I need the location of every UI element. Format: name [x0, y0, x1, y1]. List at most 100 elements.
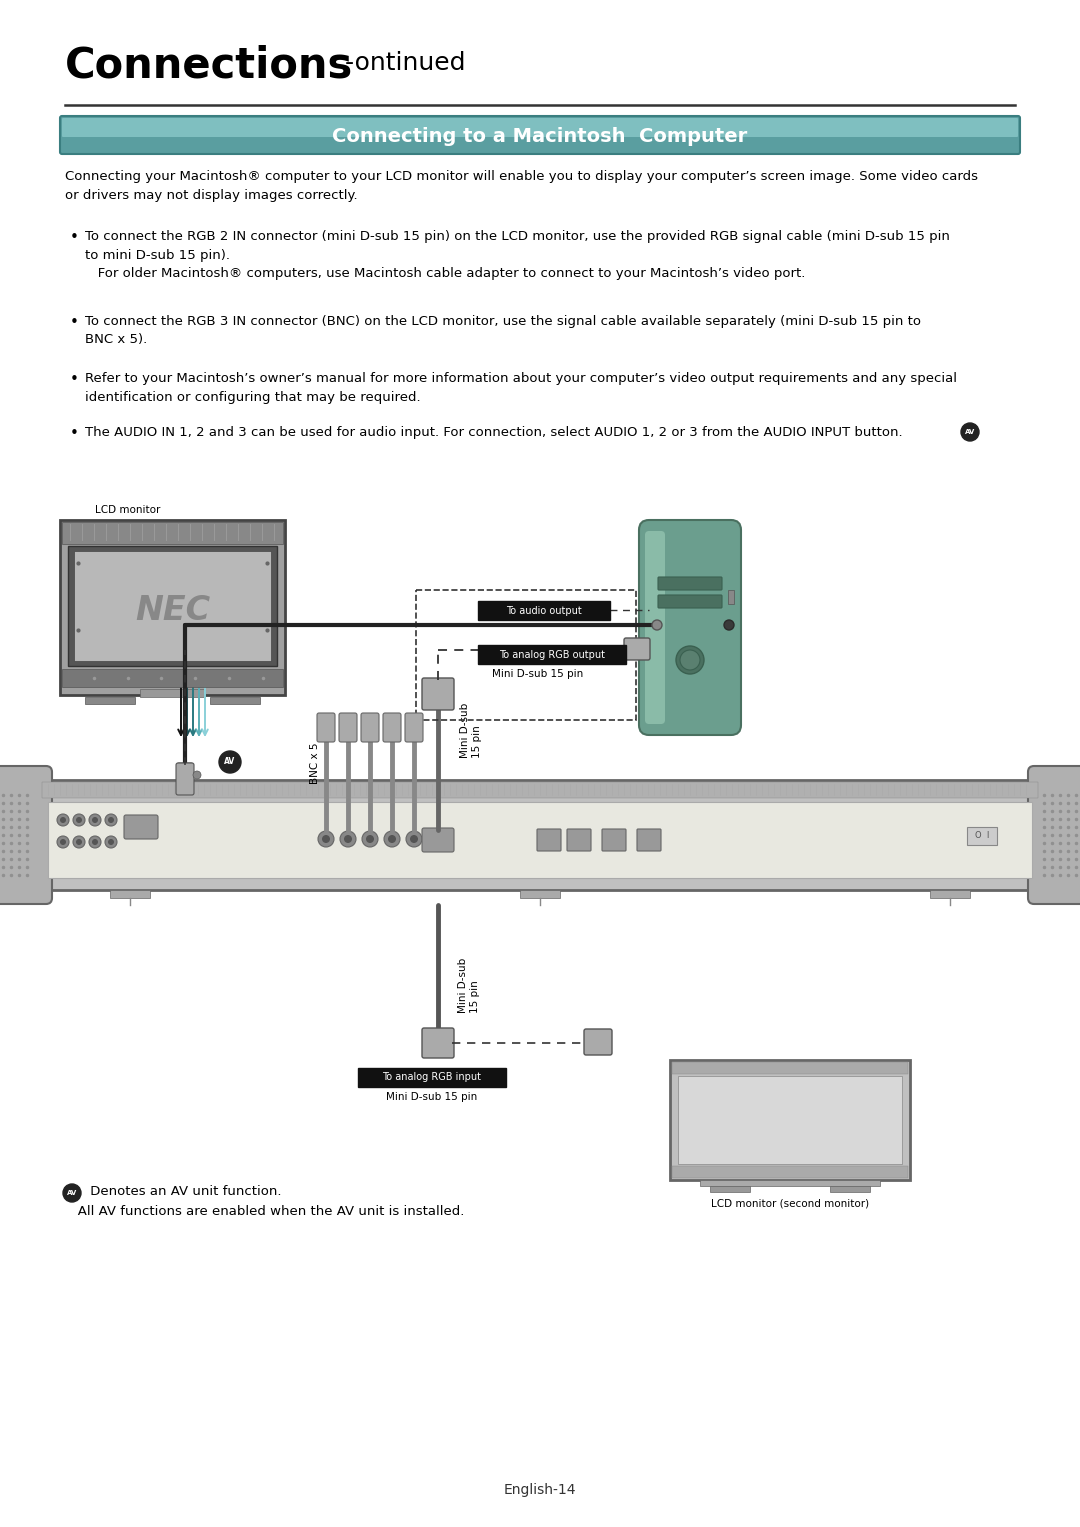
- FancyBboxPatch shape: [422, 678, 454, 710]
- Bar: [678, 1077, 902, 1164]
- Circle shape: [60, 817, 66, 823]
- FancyBboxPatch shape: [62, 118, 1018, 137]
- Bar: [68, 547, 276, 666]
- Bar: [62, 522, 283, 544]
- Circle shape: [89, 835, 102, 847]
- Bar: [48, 802, 1032, 878]
- Circle shape: [676, 646, 704, 673]
- Text: Mini D-sub 15 pin: Mini D-sub 15 pin: [387, 1092, 477, 1102]
- Text: NEC: NEC: [135, 594, 211, 626]
- Circle shape: [410, 835, 418, 843]
- Text: AV: AV: [225, 757, 235, 767]
- Circle shape: [73, 835, 85, 847]
- Circle shape: [73, 814, 85, 826]
- Circle shape: [406, 831, 422, 847]
- Text: Mini D-sub
15 pin: Mini D-sub 15 pin: [458, 957, 480, 1012]
- Circle shape: [105, 814, 117, 826]
- Bar: [416, 589, 636, 721]
- FancyBboxPatch shape: [124, 815, 158, 838]
- Circle shape: [76, 838, 82, 844]
- FancyBboxPatch shape: [658, 596, 723, 608]
- Circle shape: [92, 817, 98, 823]
- FancyBboxPatch shape: [60, 116, 1020, 154]
- Text: AV: AV: [964, 429, 975, 435]
- Text: BNC x 5: BNC x 5: [310, 742, 320, 783]
- FancyBboxPatch shape: [537, 829, 561, 851]
- Bar: [478, 602, 610, 620]
- Text: To analog RGB output: To analog RGB output: [499, 649, 605, 660]
- Bar: [670, 1060, 910, 1180]
- Bar: [85, 696, 135, 704]
- FancyBboxPatch shape: [339, 713, 357, 742]
- FancyBboxPatch shape: [637, 829, 661, 851]
- FancyBboxPatch shape: [361, 713, 379, 742]
- Circle shape: [57, 835, 69, 847]
- Circle shape: [680, 651, 700, 670]
- Circle shape: [193, 771, 201, 779]
- Text: •: •: [70, 315, 79, 330]
- Circle shape: [318, 831, 334, 847]
- FancyBboxPatch shape: [1028, 767, 1080, 904]
- FancyBboxPatch shape: [584, 1029, 612, 1055]
- Text: LCD monitor (second monitor): LCD monitor (second monitor): [711, 1199, 869, 1208]
- Circle shape: [60, 838, 66, 844]
- Bar: [672, 1167, 908, 1177]
- Circle shape: [89, 814, 102, 826]
- Text: Connecting to a Macintosh  Computer: Connecting to a Macintosh Computer: [333, 127, 747, 145]
- Circle shape: [76, 817, 82, 823]
- Circle shape: [961, 423, 978, 441]
- Text: To analog RGB input: To analog RGB input: [382, 1072, 482, 1083]
- FancyBboxPatch shape: [624, 638, 650, 660]
- FancyBboxPatch shape: [602, 829, 626, 851]
- Circle shape: [57, 814, 69, 826]
- Bar: [357, 1067, 507, 1087]
- Circle shape: [108, 817, 114, 823]
- Bar: [519, 890, 561, 898]
- Text: English-14: English-14: [503, 1483, 577, 1496]
- Circle shape: [362, 831, 378, 847]
- Text: Refer to your Macintosh’s owner’s manual for more information about your compute: Refer to your Macintosh’s owner’s manual…: [85, 373, 957, 403]
- FancyBboxPatch shape: [0, 767, 52, 904]
- Text: Mini D-sub
15 pin: Mini D-sub 15 pin: [460, 702, 482, 757]
- Bar: [930, 890, 970, 898]
- FancyBboxPatch shape: [422, 1028, 454, 1058]
- Text: •: •: [70, 426, 79, 441]
- Bar: [478, 644, 626, 664]
- Text: Mini D-sub 15 pin: Mini D-sub 15 pin: [492, 669, 583, 680]
- Text: LCD monitor: LCD monitor: [95, 505, 160, 515]
- Circle shape: [724, 620, 734, 631]
- Circle shape: [366, 835, 374, 843]
- Text: To audio output: To audio output: [507, 606, 582, 615]
- Text: •: •: [70, 231, 79, 244]
- Text: •: •: [70, 373, 79, 386]
- Text: To connect the RGB 3 IN connector (BNC) on the LCD monitor, use the signal cable: To connect the RGB 3 IN connector (BNC) …: [85, 315, 921, 347]
- Circle shape: [219, 751, 241, 773]
- Bar: [700, 1180, 880, 1186]
- FancyBboxPatch shape: [177, 764, 193, 786]
- Circle shape: [652, 620, 662, 631]
- FancyBboxPatch shape: [405, 713, 423, 742]
- FancyBboxPatch shape: [176, 764, 194, 796]
- Text: O  I: O I: [975, 832, 989, 840]
- Bar: [60, 521, 285, 695]
- FancyBboxPatch shape: [639, 521, 741, 734]
- Circle shape: [322, 835, 330, 843]
- Circle shape: [105, 835, 117, 847]
- FancyBboxPatch shape: [422, 828, 454, 852]
- Text: The AUDIO IN 1, 2 and 3 can be used for audio input. For connection, select AUDI: The AUDIO IN 1, 2 and 3 can be used for …: [85, 426, 903, 438]
- Circle shape: [92, 838, 98, 844]
- Bar: [710, 1186, 750, 1193]
- Bar: [210, 696, 260, 704]
- Text: Connections: Connections: [65, 44, 353, 87]
- Bar: [75, 551, 271, 661]
- Circle shape: [63, 1183, 81, 1202]
- Circle shape: [388, 835, 396, 843]
- Bar: [42, 782, 1038, 799]
- Text: -ontinued: -ontinued: [337, 50, 465, 75]
- Bar: [40, 780, 1040, 890]
- Text: Connecting your Macintosh® computer to your LCD monitor will enable you to displ: Connecting your Macintosh® computer to y…: [65, 169, 978, 202]
- FancyBboxPatch shape: [383, 713, 401, 742]
- Bar: [110, 890, 150, 898]
- Text: AV: AV: [67, 1190, 77, 1196]
- Circle shape: [108, 838, 114, 844]
